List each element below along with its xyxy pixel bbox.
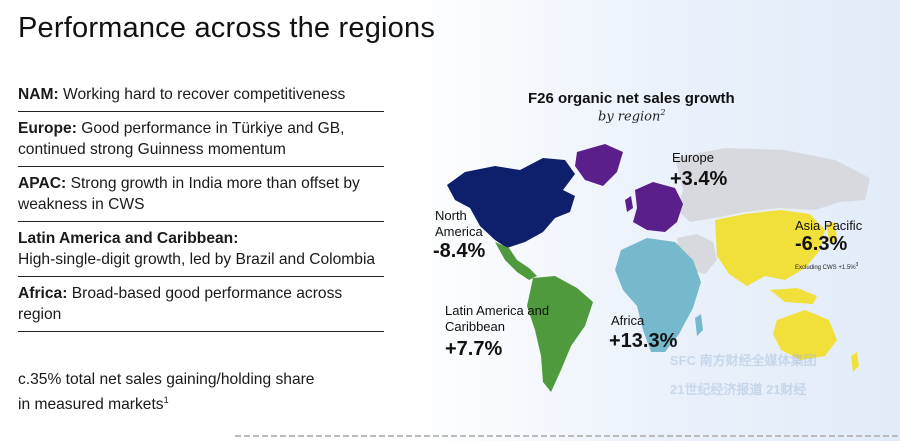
value-north-america: -8.4% — [433, 240, 486, 262]
share-text: c.35% total net sales gaining/holding sh… — [18, 371, 315, 414]
label-north-america: North America — [435, 208, 483, 239]
region-asia-pacific — [715, 210, 825, 286]
label-africa: Africa — [611, 313, 645, 328]
bullet-label: Africa: — [18, 285, 68, 302]
bullet-africa: Africa: Broad-based good performance acr… — [18, 277, 384, 332]
region-madagascar — [695, 314, 703, 336]
bullet-nam: NAM: Working hard to recover competitive… — [18, 80, 384, 112]
share-statement: c.35% total net sales gaining/holding sh… — [18, 370, 318, 415]
region-greenland — [575, 144, 623, 186]
value-latin-america: +7.7% — [445, 338, 503, 360]
footnote-ref: 2 — [660, 108, 666, 117]
watermark: SFC 南方财经全媒体集团 21世纪经济报道 21财经 — [670, 350, 870, 410]
region-australia — [773, 310, 837, 360]
page-title: Performance across the regions — [18, 12, 436, 44]
value-europe: +3.4% — [670, 168, 728, 190]
chart-subtitle-text: by region — [598, 109, 661, 125]
bullet-text: Broad-based good performance across regi… — [18, 285, 343, 323]
watermark-line2: 21世纪经济报道 21财经 — [670, 382, 807, 397]
apac-note-text: Excluding CWS +1.5% — [795, 265, 856, 271]
bullet-text: Working hard to recover competitiveness — [58, 86, 346, 103]
region-europe — [633, 182, 683, 232]
footnote-ref: 1 — [163, 395, 169, 405]
bullet-latam: Latin America and Caribbean: High-single… — [18, 222, 384, 277]
region-africa — [615, 238, 701, 352]
value-africa: +13.3% — [609, 330, 678, 352]
bullet-europe: Europe: Good performance in Türkiye and … — [18, 112, 384, 167]
world-map — [447, 144, 870, 392]
label-latin-america: Latin America and Caribbean — [445, 303, 550, 334]
value-asia-pacific: -6.3% — [795, 233, 848, 255]
bullet-text: Strong growth in India more than offset … — [18, 175, 360, 213]
region-southeast-asia — [770, 288, 817, 304]
bullet-text: High-single-digit growth, led by Brazil … — [18, 251, 376, 268]
bullet-label: Europe: — [18, 120, 77, 137]
region-new-zealand — [851, 352, 859, 372]
footnote-ref: 3 — [855, 262, 859, 268]
bullet-label: NAM: — [18, 86, 59, 103]
label-asia-pacific: Asia Pacific — [795, 218, 863, 233]
chart-subtitle: by region2 — [598, 108, 665, 124]
bullet-label: Latin America and Caribbean: — [18, 230, 239, 247]
region-other-land — [675, 148, 870, 222]
bullet-apac: APAC: Strong growth in India more than o… — [18, 167, 384, 222]
region-south-america — [527, 276, 593, 392]
region-europe-uk — [625, 196, 633, 212]
bullet-list: NAM: Working hard to recover competitive… — [18, 80, 384, 332]
label-europe: Europe — [672, 150, 714, 165]
bullet-label: APAC: — [18, 175, 67, 192]
bullet-text: Good performance in Türkiye and GB, cont… — [18, 120, 345, 158]
region-north-america — [447, 158, 575, 248]
watermark-line1: SFC 南方财经全媒体集团 — [670, 353, 817, 368]
footer-disclaimer-line — [235, 435, 900, 437]
region-japan — [827, 222, 837, 244]
apac-note: Excluding CWS +1.5%3 — [795, 262, 858, 271]
region-central-america — [495, 242, 537, 280]
chart-title: F26 organic net sales growth — [528, 90, 735, 107]
